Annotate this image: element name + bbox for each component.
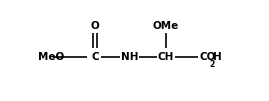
Text: OMe: OMe (153, 21, 179, 31)
Text: H: H (213, 52, 222, 62)
Text: C: C (91, 52, 99, 62)
Text: MeO: MeO (38, 52, 64, 62)
Text: O: O (91, 21, 100, 31)
Text: CH: CH (158, 52, 174, 62)
Text: NH: NH (121, 52, 138, 62)
Text: CO: CO (199, 52, 216, 62)
Text: 2: 2 (210, 60, 215, 69)
